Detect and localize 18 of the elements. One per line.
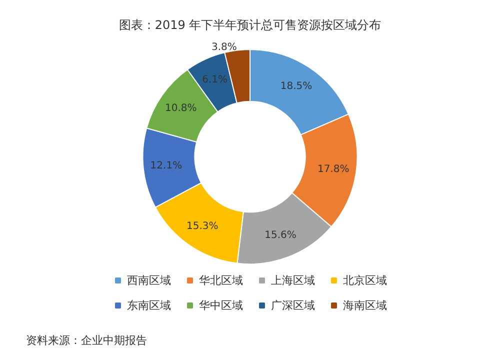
- legend-label: 华北区域: [199, 274, 243, 287]
- data-label: 6.1%: [202, 74, 228, 86]
- legend-label: 华中区域: [199, 299, 243, 312]
- data-label: 12.1%: [150, 160, 182, 172]
- data-label: 10.8%: [164, 103, 197, 114]
- chart-title: 图表：2019 年下半年预计总可售资源按区域分布: [118, 18, 382, 32]
- data-label: 3.8%: [211, 42, 237, 53]
- legend-label: 海南区域: [343, 299, 387, 312]
- legend-label: 广深区域: [271, 299, 315, 312]
- data-label: 15.6%: [264, 230, 296, 241]
- legend-label: 上海区域: [271, 274, 315, 287]
- data-label: 17.8%: [317, 164, 350, 175]
- legend-label: 西南区域: [127, 274, 171, 287]
- data-label: 15.3%: [186, 220, 218, 232]
- text: 资料来源：企业中期报告: [26, 334, 147, 347]
- legend-label: 东南区域: [127, 299, 171, 312]
- legend-label: 北京区域: [343, 274, 387, 287]
- data-label: 18.5%: [280, 80, 312, 92]
